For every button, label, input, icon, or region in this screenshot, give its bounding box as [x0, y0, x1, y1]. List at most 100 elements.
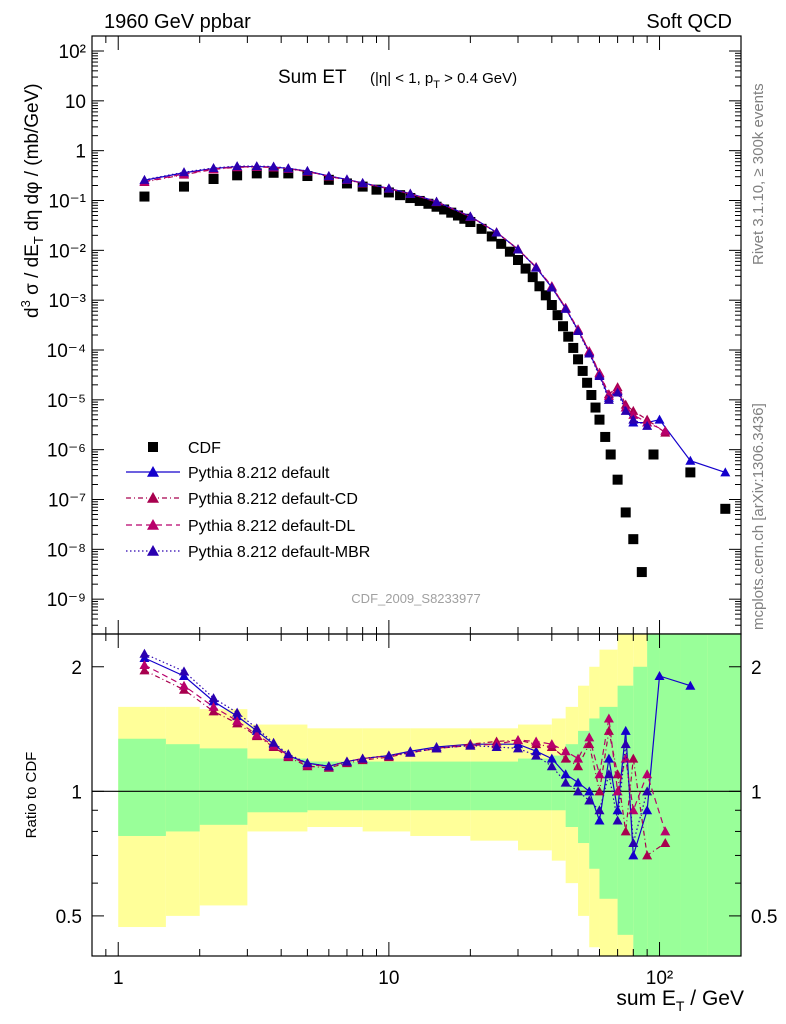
- cdf-data-point: [568, 342, 579, 353]
- cdf-data-point: [527, 272, 538, 283]
- y-tick-label: 10⁻²: [49, 241, 87, 262]
- ratio-point: [491, 741, 502, 751]
- mc-data-point: [465, 211, 476, 221]
- ratio-point: [584, 795, 595, 805]
- legend-entry: Pythia 8.212 default: [126, 465, 330, 482]
- ratio-point: [594, 815, 605, 825]
- ratio-point: [139, 648, 150, 658]
- ratio-point: [642, 786, 653, 796]
- ratio-point: [179, 666, 190, 676]
- legend-marker-triangle: [147, 519, 159, 530]
- cdf-data-point: [431, 201, 442, 212]
- cdf-data-point: [586, 390, 597, 401]
- ratio-point: [208, 693, 219, 703]
- mc-data-point: [584, 348, 595, 358]
- ratio-y-tick-label-right: 0.5: [751, 907, 777, 928]
- cdf-data-point: [504, 246, 515, 257]
- cdf-data-point: [628, 534, 639, 545]
- mc-data-point: [283, 163, 294, 173]
- cdf-data-point: [302, 171, 313, 182]
- mc-data-point: [642, 420, 653, 430]
- ratio-band-inner: [199, 748, 248, 825]
- ratio-point: [323, 761, 334, 771]
- ratio-point: [620, 739, 631, 749]
- y-tick-label: 10⁻⁷: [48, 491, 86, 512]
- mc-data-point: [179, 167, 190, 177]
- legend-entry: Pythia 8.212 default-MBR: [126, 544, 370, 561]
- cdf-data-point: [268, 167, 279, 178]
- ratio-band-inner: [247, 758, 308, 813]
- ratio-point: [208, 706, 219, 716]
- ratio-point: [603, 769, 614, 779]
- cdf-data-point: [371, 184, 382, 195]
- cdf-data-point: [546, 299, 557, 310]
- legend-label: Pythia 8.212 default-CD: [188, 491, 358, 508]
- cdf-data-point: [563, 331, 574, 342]
- ratio-point: [560, 777, 571, 787]
- cdf-data-point: [283, 168, 294, 179]
- ratio-point: [612, 769, 623, 779]
- ratio-point: [232, 707, 243, 717]
- cdf-data-point: [582, 377, 593, 388]
- cdf-data-point: [251, 168, 262, 179]
- ratio-point: [383, 750, 394, 760]
- y-tick-label: 10⁻⁸: [47, 540, 86, 561]
- y-tick-label: 10⁻⁴: [47, 341, 86, 362]
- ratio-point: [531, 736, 542, 746]
- ratio-data-layer: [92, 634, 741, 956]
- cdf-data-point: [534, 281, 545, 292]
- ratio-series-line: [144, 657, 691, 856]
- ratio-panel: 0.5 0.5 1 1 2 2 1 10 10² Ratio to CDF: [23, 633, 777, 989]
- ratio-point: [560, 769, 571, 779]
- ratio-point: [620, 753, 631, 763]
- legend-marker-triangle: [147, 492, 159, 503]
- y-tick-label: 10: [65, 92, 86, 113]
- y-tick-label: 1: [75, 142, 86, 163]
- ratio-point: [546, 761, 557, 771]
- mc-data-point: [720, 467, 731, 477]
- ratio-point: [603, 713, 614, 723]
- ratio-point: [513, 735, 524, 745]
- x-axis-label: sum ET / GeV: [616, 987, 744, 1014]
- mc-data-point: [323, 171, 334, 181]
- ratio-band-inner: [165, 744, 200, 832]
- ratio-point: [642, 850, 653, 860]
- ratio-band-inner: [470, 761, 519, 811]
- ratio-point: [560, 746, 571, 756]
- ratio-point: [573, 786, 584, 796]
- ratio-band-inner: [565, 744, 579, 827]
- ratio-point: [573, 753, 584, 763]
- main-panel: 10⁻⁹ 10⁻⁸ 10⁻⁷ 10⁻⁶ 10⁻⁵ 10⁻⁴ 10⁻³ 10⁻² 10⁻¹ 1 10 1…: [18, 35, 742, 635]
- cdf-data-point: [605, 449, 616, 460]
- y-tick-label: 10⁻⁵: [47, 391, 86, 412]
- cdf-data-point: [423, 198, 434, 209]
- x-tick-label: 1: [113, 968, 124, 989]
- ratio-point: [603, 753, 614, 763]
- y-tick-label: 10⁻¹: [49, 192, 87, 213]
- mc-data-point: [513, 244, 524, 254]
- mc-data-point: [251, 161, 262, 171]
- ratio-point: [642, 805, 653, 815]
- header-energy: 1960 GeV ppbar: [104, 11, 251, 33]
- ratio-point: [546, 753, 557, 763]
- cdf-data-point: [452, 210, 463, 221]
- ratio-band-inner: [589, 718, 600, 869]
- ratio-point: [208, 701, 219, 711]
- cdf-data-point: [590, 402, 601, 413]
- ratio-point: [251, 729, 262, 739]
- ratio-point: [139, 665, 150, 675]
- ratio-point: [560, 753, 571, 763]
- ratio-band-inner: [707, 634, 741, 956]
- ratio-point: [139, 659, 150, 669]
- mc-data-point: [628, 414, 639, 424]
- legend-marker-triangle: [147, 466, 159, 477]
- ratio-point: [179, 680, 190, 690]
- cdf-data-point: [540, 290, 551, 301]
- mc-data-point: [612, 387, 623, 397]
- cdf-data-point: [496, 238, 507, 249]
- mc-data-point: [431, 196, 442, 206]
- cdf-data-point: [446, 207, 457, 218]
- mc-data-point: [685, 455, 696, 465]
- ratio-y-tick-label: 2: [71, 658, 82, 679]
